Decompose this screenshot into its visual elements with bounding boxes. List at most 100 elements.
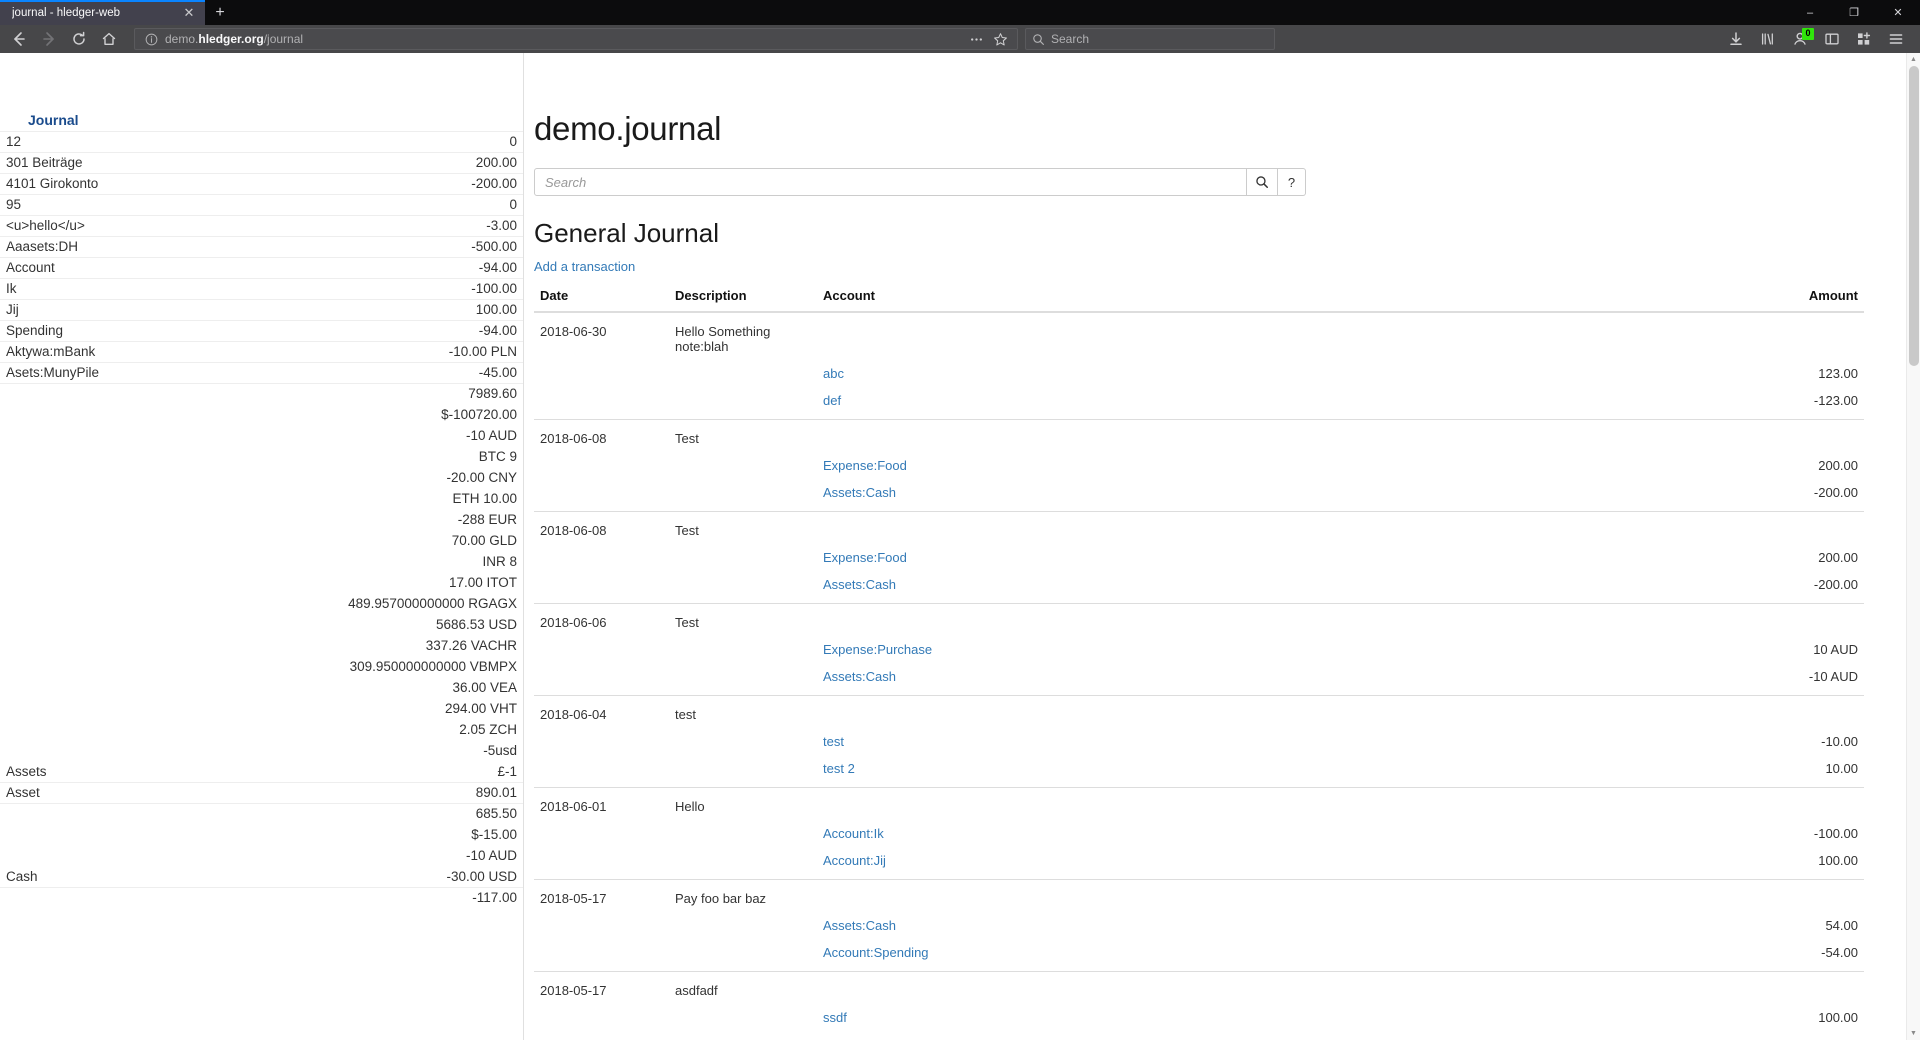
page-scrollbar[interactable]: ▲ ▼: [1906, 53, 1920, 1040]
posting-account-link[interactable]: Expense:Food: [823, 550, 907, 565]
sidebar-account-row[interactable]: 70.00 GLD: [0, 530, 523, 551]
window-minimize-button[interactable]: –: [1806, 6, 1814, 19]
sidebar-account-row[interactable]: -20.00 CNY: [0, 467, 523, 488]
window-close-button[interactable]: ✕: [1893, 7, 1903, 19]
posting-account-link[interactable]: Expense:Food: [823, 458, 907, 473]
sidebar-account-row[interactable]: Asset 890.01: [0, 782, 523, 803]
sidebar-account-row[interactable]: 95 0: [0, 194, 523, 215]
sidebar-account-row[interactable]: 7989.60: [0, 383, 523, 404]
sidebar-account-amount: -117.00: [472, 890, 517, 906]
sidebar-account-amount: INR 8: [482, 554, 517, 569]
sidebar-header-row: Journal: [0, 110, 523, 131]
posting-account-cell: Expense:Food: [817, 544, 1684, 571]
sidebar-account-row[interactable]: 5686.53 USD: [0, 614, 523, 635]
account-badge-count: 0: [1802, 28, 1814, 40]
window-maximize-button[interactable]: ❐: [1849, 7, 1859, 19]
posting-account-link[interactable]: Expense:Purchase: [823, 642, 933, 657]
sidebar-account-row[interactable]: 4101 Girokonto -200.00: [0, 173, 523, 194]
sidebar-account-row[interactable]: Ik -100.00: [0, 278, 523, 299]
sidebar-account-row[interactable]: Jij 100.00: [0, 299, 523, 320]
sidebar-account-row[interactable]: 337.26 VACHR: [0, 635, 523, 656]
sidebar-account-row[interactable]: Cash -30.00 USD: [0, 866, 523, 887]
browser-tab-journal[interactable]: journal - hledger-web ✕: [0, 0, 205, 25]
posting-account-cell: abc: [817, 360, 1684, 387]
sidebar-account-row[interactable]: ETH 10.00: [0, 488, 523, 509]
main-content: demo.journal ? General Journal Add a tra…: [524, 53, 1920, 1040]
scroll-up-arrow-icon[interactable]: ▲: [1910, 56, 1917, 63]
posting-account-link[interactable]: Assets:Cash: [823, 485, 896, 500]
posting-account-link[interactable]: Assets:Cash: [823, 577, 896, 592]
sidebar-account-row[interactable]: Aktywa:mBank -10.00 PLN: [0, 341, 523, 362]
search-submit-button[interactable]: [1247, 168, 1278, 196]
sidebar-account-row[interactable]: 685.50: [0, 803, 523, 824]
url-bar[interactable]: demo.hledger.org/journal: [134, 28, 1018, 50]
posting-account-link[interactable]: def: [823, 393, 842, 408]
account-icon[interactable]: 0: [1784, 26, 1816, 52]
sidebar-account-row[interactable]: $-100720.00: [0, 404, 523, 425]
sidebar-account-row[interactable]: 301 Beiträge 200.00: [0, 152, 523, 173]
tab-close-icon[interactable]: ✕: [183, 5, 195, 20]
search-help-button[interactable]: ?: [1278, 168, 1306, 196]
sidebar-account-row[interactable]: <u>hello</u> -3.00: [0, 215, 523, 236]
scroll-down-arrow-icon[interactable]: ▼: [1910, 1030, 1917, 1037]
sidebar-account-row[interactable]: 36.00 VEA: [0, 677, 523, 698]
extensions-icon[interactable]: [1848, 26, 1880, 52]
posting-account-link[interactable]: Assets:Cash: [823, 918, 896, 933]
sidebar-account-row[interactable]: INR 8: [0, 551, 523, 572]
sidebar-account-row[interactable]: 309.950000000000 VBMPX: [0, 656, 523, 677]
sidebar-toggle-icon[interactable]: [1816, 26, 1848, 52]
sidebar-account-row[interactable]: Spending -94.00: [0, 320, 523, 341]
posting-account-link[interactable]: tttt: [823, 1037, 837, 1040]
sidebar-account-row[interactable]: $-15.00: [0, 824, 523, 845]
posting-account-link[interactable]: test: [823, 734, 844, 749]
reload-icon[interactable]: [64, 26, 94, 52]
posting-account-cell: Assets:Cash: [817, 912, 1684, 939]
posting-account-link[interactable]: Account:Ik: [823, 826, 884, 841]
new-tab-button[interactable]: +: [215, 3, 225, 21]
posting-account-link[interactable]: ssdf: [823, 1010, 847, 1025]
posting-account-link[interactable]: Account:Spending: [823, 945, 929, 960]
sidebar-account-row[interactable]: -288 EUR: [0, 509, 523, 530]
sidebar-account-row[interactable]: 489.957000000000 RGAGX: [0, 593, 523, 614]
posting-date-spacer: [534, 360, 669, 387]
sidebar-account-row[interactable]: Account -94.00: [0, 257, 523, 278]
bookmark-star-icon[interactable]: [989, 29, 1011, 49]
posting-account-link[interactable]: abc: [823, 366, 844, 381]
posting-account-link[interactable]: Assets:Cash: [823, 669, 896, 684]
sidebar-account-row[interactable]: Aaasets:DH -500.00: [0, 236, 523, 257]
sidebar-account-row[interactable]: Assets £-1: [0, 761, 523, 782]
sidebar-account-row[interactable]: -10 AUD: [0, 425, 523, 446]
browser-search-bar[interactable]: Search: [1025, 28, 1275, 50]
scrollbar-thumb[interactable]: [1909, 66, 1919, 366]
sidebar-account-row[interactable]: -10 AUD: [0, 845, 523, 866]
posting-row: Expense:Food 200.00: [534, 452, 1864, 479]
downloads-icon[interactable]: [1720, 26, 1752, 52]
page-actions-icon[interactable]: [965, 29, 987, 49]
transaction-header-row: 2018-06-08 Test: [534, 511, 1864, 544]
forward-icon[interactable]: [34, 26, 64, 52]
home-icon[interactable]: [94, 26, 124, 52]
add-transaction-link[interactable]: Add a transaction: [534, 259, 636, 274]
sidebar-account-row[interactable]: -5usd: [0, 740, 523, 761]
sidebar-account-row[interactable]: 2.05 ZCH: [0, 719, 523, 740]
sidebar-account-row[interactable]: 12 0: [0, 131, 523, 152]
sidebar-account-row[interactable]: 294.00 VHT: [0, 698, 523, 719]
back-icon[interactable]: [4, 26, 34, 52]
posting-account-link[interactable]: test 2: [823, 761, 855, 776]
site-info-icon[interactable]: [141, 33, 161, 46]
sidebar-account-amount: -200.00: [471, 176, 517, 191]
sidebar-account-amount: 0: [509, 197, 517, 212]
search-input[interactable]: [534, 168, 1247, 196]
sidebar-account-name: [0, 572, 192, 593]
library-icon[interactable]: [1752, 26, 1784, 52]
posting-account-link[interactable]: Account:Jij: [823, 853, 886, 868]
journal-column-header: Description: [669, 284, 817, 313]
sidebar-account-row[interactable]: -117.00: [0, 887, 523, 908]
sidebar-account-row[interactable]: BTC 9: [0, 446, 523, 467]
hamburger-menu-icon[interactable]: [1880, 26, 1912, 52]
transaction-account-spacer: [817, 312, 1684, 360]
posting-date-spacer: [534, 755, 669, 788]
posting-row: Assets:Cash -200.00: [534, 479, 1864, 512]
sidebar-account-row[interactable]: Asets:MunyPile -45.00: [0, 362, 523, 383]
sidebar-account-row[interactable]: 17.00 ITOT: [0, 572, 523, 593]
